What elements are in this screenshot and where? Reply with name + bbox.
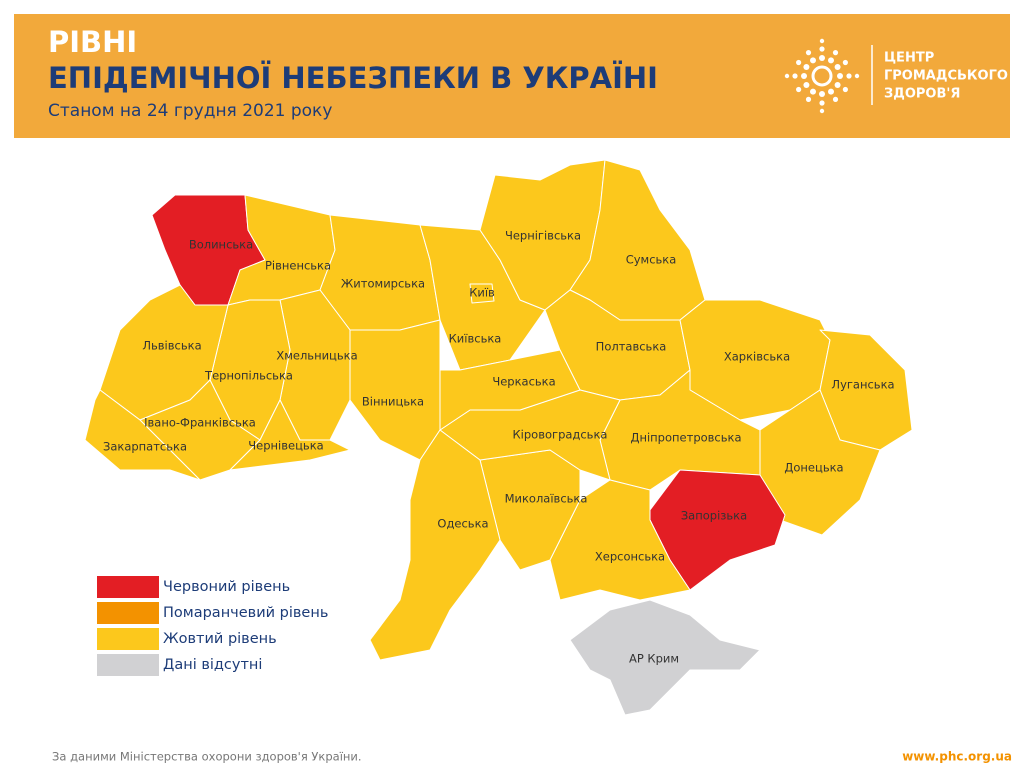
legend-label: Червоний рівень	[163, 579, 290, 595]
logo-dot	[842, 59, 848, 66]
logo-text: ЦЕНТР	[884, 51, 934, 66]
region-label: Київська	[449, 332, 502, 346]
logo-dot	[805, 96, 812, 102]
region	[349, 319, 441, 461]
logo-dot	[837, 73, 843, 79]
region-label: АР Крим	[629, 652, 679, 666]
logo-mark	[784, 38, 860, 114]
logo-dot	[819, 100, 825, 106]
logo-dot	[828, 57, 834, 64]
region	[549, 479, 691, 601]
legend: Червоний рівень Помаранчевий рівень Жовтий…	[97, 576, 328, 676]
region-label: Сумська	[626, 253, 677, 267]
region-label: Чернігівська	[505, 229, 581, 243]
logo-dot	[842, 86, 848, 93]
logo-dot	[832, 50, 839, 56]
title-line: РІВНІ	[48, 25, 137, 59]
logo-ring	[811, 65, 833, 87]
region	[369, 429, 501, 661]
legend-swatch	[97, 628, 159, 650]
region-label: Тернопільська	[204, 369, 293, 383]
logo-dot	[846, 73, 852, 79]
legend-swatch	[97, 576, 159, 598]
region-label: Запорізька	[681, 509, 747, 523]
logo-dot	[828, 88, 834, 95]
legend-label: Помаранчевий рівень	[163, 605, 328, 621]
logo-dot	[819, 55, 825, 61]
region-label: Полтавська	[596, 340, 667, 354]
region-label: Одеська	[437, 517, 488, 531]
header-band	[14, 14, 1010, 138]
logo-dot	[784, 73, 790, 79]
region-label: Хмельницька	[276, 349, 357, 363]
region-label: Вінницька	[362, 395, 424, 409]
logo-dot	[819, 46, 825, 52]
logo-dot	[792, 73, 798, 79]
region-label: Кіровоградська	[513, 428, 608, 442]
logo-dot	[834, 82, 841, 88]
region-label: Рівненська	[265, 259, 331, 273]
logo-dot	[803, 64, 810, 70]
region-label: Чернівецька	[248, 439, 323, 453]
logo-dot	[854, 73, 860, 79]
region	[569, 599, 761, 716]
title-line: ЕПІДЕМІЧНОЇ НЕБЕЗПЕКИ В УКРАЇНІ	[48, 61, 658, 95]
region-label: Житомирська	[341, 277, 425, 291]
region-label: Волинська	[189, 238, 253, 252]
region-label: Дніпропетровська	[630, 431, 741, 445]
logo-dot	[803, 82, 810, 88]
logo-dot	[832, 96, 839, 102]
logo-dot	[810, 57, 816, 64]
region	[229, 399, 351, 471]
logo-dot	[810, 88, 816, 95]
logo-dot	[805, 50, 812, 56]
region-label: Донецька	[784, 461, 843, 475]
legend-label: Жовтий рівень	[163, 631, 277, 647]
logo-dot	[819, 91, 825, 97]
region-label: Закарпатська	[103, 440, 187, 454]
logo-dot	[796, 86, 802, 93]
region	[469, 283, 495, 304]
region-label: Івано-Франківська	[144, 416, 256, 430]
region-label: Херсонська	[595, 550, 665, 564]
region	[759, 389, 881, 536]
region-label: Луганська	[831, 378, 894, 392]
region	[84, 389, 201, 481]
region	[439, 349, 581, 431]
logo-text: ГРОМАДСЬКОГО	[884, 69, 1008, 84]
legend-swatch	[97, 602, 159, 624]
logo-dot	[819, 38, 825, 44]
region-label: Харківська	[724, 350, 790, 364]
site-url: www.phc.org.ua	[902, 750, 1012, 764]
source-note: За даними Міністерства охорони здоров'я …	[52, 750, 362, 764]
logo-dot	[796, 59, 802, 66]
region-label: Львівська	[142, 339, 201, 353]
logo-text: ЗДОРОВ'Я	[884, 87, 960, 102]
map: Волинська Рівненська Житомирська Київська Ки…	[84, 159, 913, 716]
legend-label: Дані відсутні	[163, 657, 262, 673]
region-label: Миколаївська	[505, 492, 588, 506]
region-label: Київ	[469, 286, 495, 300]
logo-dot	[801, 73, 807, 79]
legend-swatch	[97, 654, 159, 676]
region-label: Черкаська	[492, 375, 555, 389]
subtitle: Станом на 24 грудня 2021 року	[48, 101, 332, 121]
logo-dot	[819, 108, 825, 114]
logo-dot	[834, 64, 841, 70]
